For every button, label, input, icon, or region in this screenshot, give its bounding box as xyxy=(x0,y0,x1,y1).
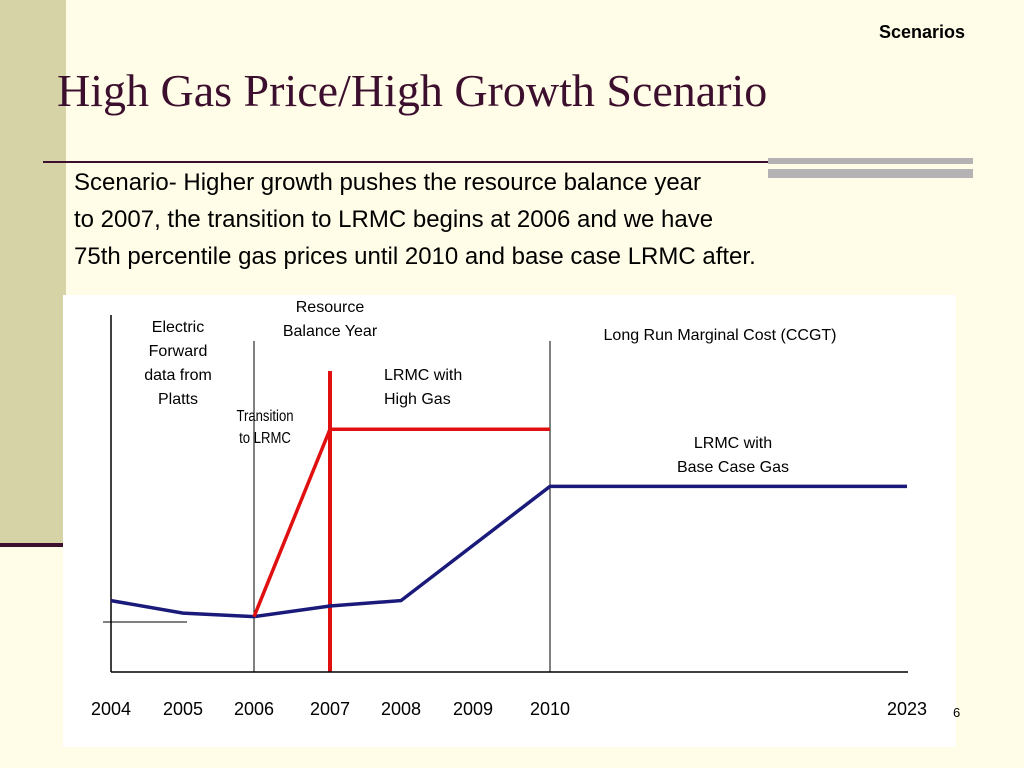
x-tick-label: 2008 xyxy=(381,699,421,719)
slide-title: High Gas Price/High Growth Scenario xyxy=(57,65,768,116)
left-band-rule xyxy=(0,543,66,547)
annotation-line: data from xyxy=(144,367,212,384)
description-line: Scenario- Higher growth pushes the resou… xyxy=(74,169,702,196)
annotation-line: Transition xyxy=(236,408,293,425)
annotation-line: Electric xyxy=(152,319,204,336)
x-tick-label: 2023 xyxy=(887,699,927,719)
annotation-lrmc-base-case: LRMC with Base Case Gas xyxy=(677,435,789,476)
annotation-line: Balance Year xyxy=(283,323,378,340)
annotation-line: Resource xyxy=(296,299,365,316)
x-tick-label: 2007 xyxy=(310,699,350,719)
annotation-line: Platts xyxy=(158,391,198,408)
series-line-base-case xyxy=(110,484,907,619)
chart-panel: Electric Forward data from Platts Resource Ba… xyxy=(63,295,956,747)
scenario-description: Scenario- Higher growth pushes the resou… xyxy=(74,164,974,275)
x-tick-label: 2004 xyxy=(91,699,131,719)
annotation-lrmc-high-gas: LRMC with High Gas xyxy=(384,367,462,408)
x-tick-label: 2010 xyxy=(530,699,570,719)
left-decorative-band xyxy=(0,0,66,545)
x-tick-label: 2009 xyxy=(453,699,493,719)
scenario-chart: Electric Forward data from Platts Resource Ba… xyxy=(91,299,927,719)
annotation-long-run-marginal-cost: Long Run Marginal Cost (CCGT) xyxy=(604,327,837,344)
annotation-line: Base Case Gas xyxy=(677,459,789,476)
section-label: Scenarios xyxy=(878,22,965,42)
title-rule-accent xyxy=(768,158,973,178)
annotation-electric-forward: Electric Forward data from Platts xyxy=(144,319,212,408)
x-tick-label: 2005 xyxy=(163,699,203,719)
x-tick-label: 2006 xyxy=(234,699,274,719)
annotation-line: LRMC with xyxy=(694,435,772,452)
annotation-transition: Transition to LRMC xyxy=(236,408,293,447)
title-rule xyxy=(43,161,973,163)
series-line-high-gas xyxy=(252,427,550,618)
annotation-line: Forward xyxy=(149,343,208,360)
annotation-line: High Gas xyxy=(384,391,451,408)
annotation-line: to LRMC xyxy=(239,430,291,447)
description-line: 75th percentile gas prices until 2010 an… xyxy=(74,243,756,270)
description-line: to 2007, the transition to LRMC begins a… xyxy=(74,206,714,233)
annotation-resource-balance: Resource Balance Year xyxy=(283,299,378,340)
page-number: 6 xyxy=(953,705,961,720)
annotation-line: LRMC with xyxy=(384,367,462,384)
annotation-line: Long Run Marginal Cost (CCGT) xyxy=(604,327,837,344)
